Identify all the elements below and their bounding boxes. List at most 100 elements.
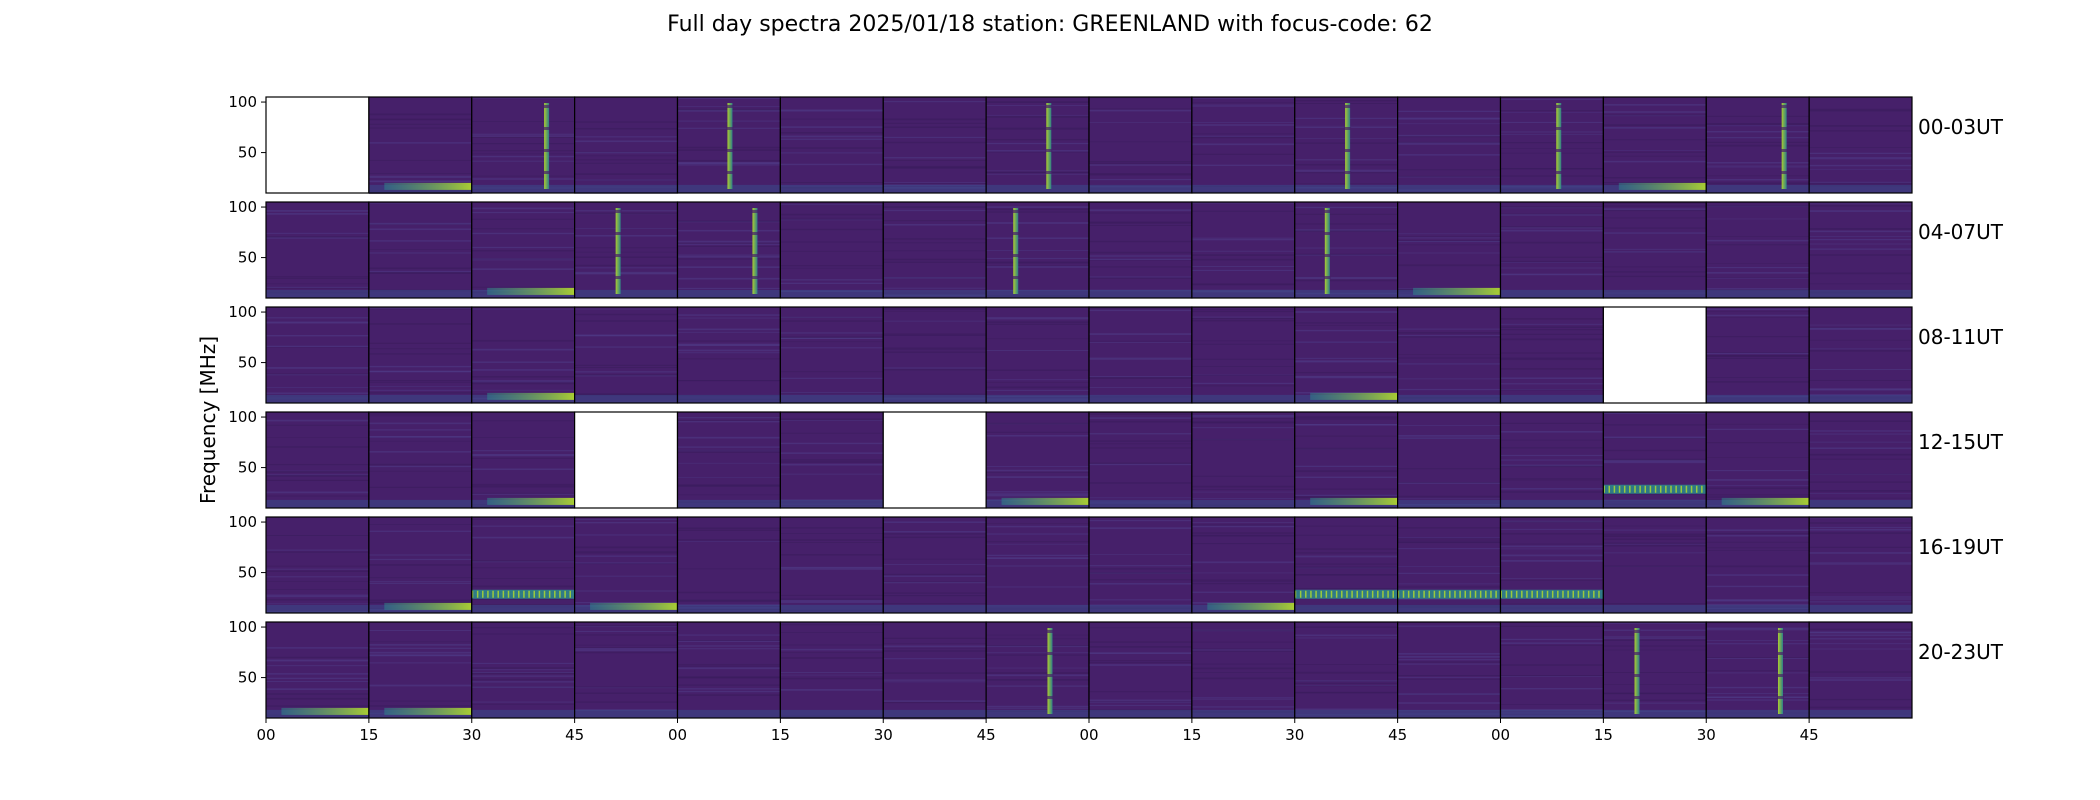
banded-emission-tick (1310, 590, 1312, 598)
spectral-line (1397, 678, 1501, 680)
spectral-line (266, 491, 369, 494)
spectral-line (1603, 534, 1707, 537)
panel-background (780, 97, 884, 193)
panel-background (266, 307, 369, 403)
spectral-line (1294, 664, 1398, 665)
spectral-line (1397, 541, 1501, 543)
spectral-line (471, 268, 575, 271)
spectral-line (883, 650, 987, 652)
spectral-line (677, 380, 781, 382)
banded-emission-tick (1428, 590, 1430, 598)
spectral-line (1089, 164, 1192, 166)
spectral-line (1809, 671, 1912, 673)
spectral-line (471, 633, 575, 635)
low-frequency-band (266, 289, 369, 298)
spectral-line (1397, 435, 1501, 437)
panel-background (1500, 307, 1604, 403)
spectrum-panel-r2-p5 (779, 306, 884, 404)
spectral-line (1603, 124, 1707, 126)
spectral-line (1603, 544, 1707, 547)
spectral-line (1191, 672, 1295, 673)
banded-emission-tick (1325, 590, 1328, 598)
spectral-line (1191, 421, 1295, 424)
spectral-line (1191, 475, 1295, 477)
spectral-line (1089, 443, 1192, 445)
spectrum-panel-r1-p7 (985, 201, 1090, 299)
panel-background (471, 97, 575, 193)
spectral-line (1397, 363, 1501, 365)
spectral-line (1603, 459, 1707, 462)
spectral-line (883, 220, 987, 222)
spectral-line (266, 345, 369, 348)
spectral-line (1809, 631, 1912, 633)
spectral-line (883, 159, 987, 161)
spectral-line (1603, 202, 1707, 205)
low-frequency-band (780, 709, 884, 718)
spectral-line (1191, 385, 1295, 387)
panel-background (1706, 622, 1810, 718)
spectral-line (986, 431, 1089, 433)
spectral-line (368, 684, 472, 687)
spectrum-panel-r1-p2 (471, 201, 576, 299)
spectral-line (1500, 545, 1604, 548)
spectral-line (1089, 122, 1192, 123)
spectral-line (1706, 534, 1810, 537)
spectral-line (1089, 161, 1192, 163)
spectral-line (1500, 528, 1604, 530)
spectral-line (883, 558, 987, 560)
spectral-line (780, 250, 884, 252)
spectral-line (1089, 554, 1192, 556)
spectral-line (1397, 527, 1501, 529)
spectrum-panel-r0-p12 (1499, 96, 1604, 194)
banded-emission-tick (1531, 590, 1533, 598)
spectrum-panel-r5-p9 (1191, 621, 1296, 719)
spectral-line (1294, 691, 1398, 694)
spectrum-panel-r4-p0 (265, 516, 370, 614)
spectral-line (574, 686, 678, 688)
spectral-line (266, 322, 369, 324)
panel-background (574, 307, 678, 403)
spectral-line (368, 601, 472, 604)
banded-emission-tick (1510, 590, 1513, 598)
banded-emission-tick (543, 590, 546, 598)
spectral-line (1500, 465, 1604, 468)
spectrum-panel-r4-p2 (471, 516, 576, 614)
spectral-line (986, 206, 1089, 208)
spectral-line (1191, 366, 1295, 367)
spectral-line (677, 599, 781, 602)
spectral-line (368, 581, 472, 583)
spectral-line (574, 267, 678, 269)
spectral-line (1089, 109, 1192, 112)
spectral-line (1191, 418, 1295, 419)
spectral-line (986, 557, 1089, 559)
spectrum-panel-r1-p5 (779, 201, 884, 299)
spectral-line (1294, 476, 1398, 479)
low-frequency-band (1500, 289, 1604, 298)
banded-emission-tick (1305, 590, 1307, 598)
spectral-line (883, 595, 987, 597)
spectral-line (1089, 224, 1192, 226)
spectral-line (368, 380, 472, 382)
spectral-line (471, 259, 575, 261)
spectral-line (1089, 259, 1192, 261)
spectrum-panel-r2-p14 (1705, 306, 1810, 404)
spectral-line (1500, 213, 1604, 215)
spectral-line (1809, 706, 1912, 709)
banded-emission-tick (1541, 590, 1544, 598)
spectral-line (1294, 324, 1398, 326)
spectral-line (1191, 310, 1295, 313)
spectral-line (1500, 131, 1604, 133)
spectral-line (1191, 561, 1295, 564)
spectral-line (1089, 417, 1192, 419)
low-frequency-band (1809, 394, 1912, 403)
low-band-emission (487, 392, 575, 400)
spectral-line (266, 346, 369, 348)
banded-emission-tick (1505, 590, 1508, 598)
spectrum-panel-r2-p12 (1499, 306, 1604, 404)
spectral-line (883, 647, 987, 649)
spectral-line (1294, 329, 1398, 332)
banded-emission-tick (1608, 485, 1611, 493)
spectral-line (1294, 548, 1398, 550)
spectral-line (1603, 461, 1707, 464)
spectral-line (1191, 414, 1295, 416)
